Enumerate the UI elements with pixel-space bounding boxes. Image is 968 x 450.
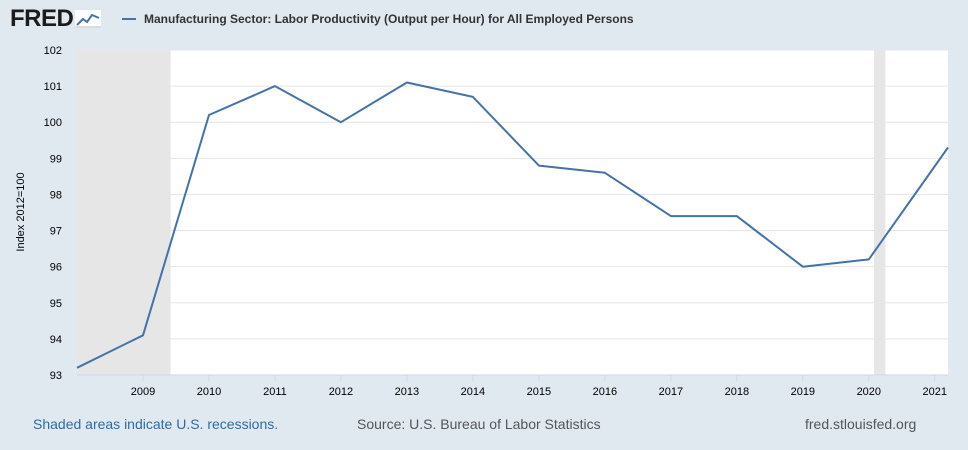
source-note: Source: U.S. Bureau of Labor Statistics <box>357 416 601 432</box>
graph-icon <box>75 10 102 28</box>
legend-line-swatch <box>122 18 136 20</box>
y-tick-label: 96 <box>50 262 62 274</box>
x-tick-label: 2014 <box>461 386 485 395</box>
site-link[interactable]: fred.stlouisfed.org <box>805 416 917 432</box>
x-axis-ticks: 2009 2010 2011 2012 2013 2014 2015 2016 2017 2018… <box>77 374 948 395</box>
y-tick-label: 97 <box>50 226 62 238</box>
data-point[interactable] <box>865 255 873 263</box>
y-tick-label: 99 <box>50 153 62 165</box>
recession-band <box>77 50 171 375</box>
x-tick-label: 2010 <box>197 386 221 395</box>
data-point[interactable] <box>337 118 345 126</box>
x-tick-label: 2011 <box>263 386 287 395</box>
data-point[interactable] <box>535 162 543 170</box>
x-tick-label: 2016 <box>593 386 617 395</box>
data-point[interactable] <box>944 144 952 152</box>
y-axis-ticks: 93 94 95 96 97 98 99 100 101 102 <box>44 45 62 382</box>
x-tick-label: 2019 <box>791 386 815 395</box>
data-point[interactable] <box>601 169 609 177</box>
x-tick-label: 2009 <box>131 386 155 395</box>
plot-background <box>77 50 948 375</box>
data-point[interactable] <box>403 79 411 87</box>
recession-band <box>874 50 886 375</box>
x-tick-label: 2018 <box>725 386 749 395</box>
y-tick-label: 100 <box>44 117 62 129</box>
data-point[interactable] <box>667 212 675 220</box>
x-tick-label: 2012 <box>329 386 353 395</box>
data-point[interactable] <box>733 212 741 220</box>
data-point[interactable] <box>205 111 213 119</box>
recessions-note-link[interactable]: Shaded areas indicate U.S. recessions. <box>33 416 279 432</box>
y-tick-label: 101 <box>44 81 62 93</box>
legend-series-label: Manufacturing Sector: Labor Productivity… <box>144 12 634 26</box>
data-point[interactable] <box>271 82 279 90</box>
series-line <box>76 81 949 369</box>
x-tick-label: 2015 <box>527 386 551 395</box>
data-point[interactable] <box>469 93 477 101</box>
x-tick-label: 2021 <box>923 386 947 395</box>
y-tick-label: 94 <box>50 334 62 346</box>
chart-header: FRED Manufacturing Sector: Labor Product… <box>0 0 968 40</box>
line-chart: 93 94 95 96 97 98 99 100 101 102 2009 2010 2011 2012… <box>15 45 952 395</box>
fred-logo-text: FRED <box>10 5 74 32</box>
x-tick-label: 2020 <box>857 386 881 395</box>
fred-logo[interactable]: FRED <box>10 5 102 33</box>
y-tick-label: 102 <box>44 45 62 57</box>
series-layer <box>73 79 952 372</box>
y-tick-label: 95 <box>50 298 62 310</box>
recession-bands <box>77 50 886 375</box>
data-point[interactable] <box>139 331 147 339</box>
x-tick-label: 2013 <box>395 386 419 395</box>
y-tick-label: 98 <box>50 189 62 201</box>
data-point[interactable] <box>73 364 81 372</box>
chart-legend: Manufacturing Sector: Labor Productivity… <box>122 12 634 26</box>
y-tick-label: 93 <box>50 370 62 382</box>
x-tick-label: 2017 <box>659 386 683 395</box>
data-point[interactable] <box>799 263 807 271</box>
y-axis-label: Index 2012=100 <box>15 172 27 251</box>
